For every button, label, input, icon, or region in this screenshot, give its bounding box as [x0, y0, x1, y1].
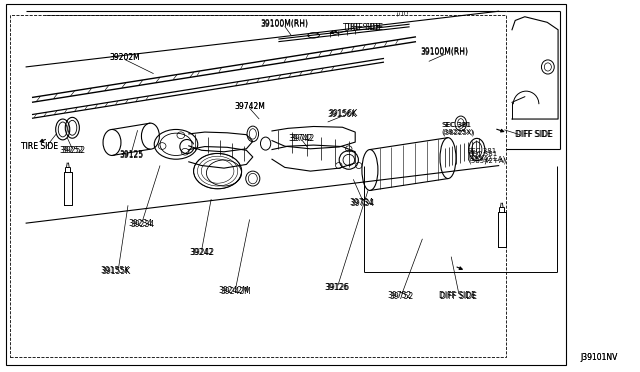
Text: J39101NV: J39101NV — [580, 353, 618, 362]
Text: 39100M(RH): 39100M(RH) — [261, 19, 309, 28]
Text: TIRE SIDE: TIRE SIDE — [21, 142, 58, 151]
Bar — [6, 4, 566, 365]
Text: DIFF SIDE: DIFF SIDE — [439, 291, 476, 300]
Text: 39155K: 39155K — [100, 266, 130, 275]
Text: 39202M: 39202M — [109, 53, 140, 62]
Text: 39100M(RH): 39100M(RH) — [261, 20, 309, 29]
Text: TIRE SIDE: TIRE SIDE — [346, 23, 383, 32]
Text: 39242: 39242 — [190, 248, 214, 257]
Text: 39242M: 39242M — [220, 287, 251, 296]
Text: 39126: 39126 — [326, 283, 350, 292]
Text: SEC.381
(38542+A): SEC.381 (38542+A) — [468, 151, 507, 164]
Text: 39234: 39234 — [131, 220, 155, 229]
Text: 39742M: 39742M — [234, 102, 265, 110]
Text: 39752: 39752 — [388, 291, 412, 300]
Text: 39252: 39252 — [61, 146, 86, 155]
Text: 39100M(RH): 39100M(RH) — [421, 48, 468, 57]
Text: TIRE SIDE: TIRE SIDE — [21, 142, 58, 151]
Text: 39125: 39125 — [119, 150, 143, 159]
Text: TIRE SIDE: TIRE SIDE — [343, 23, 380, 32]
Text: 39734: 39734 — [351, 199, 375, 208]
Text: 39202M: 39202M — [109, 53, 140, 62]
Text: 39234: 39234 — [129, 219, 153, 228]
Text: SEC.381
(38225X): SEC.381 (38225X) — [442, 122, 474, 135]
Text: 39752: 39752 — [390, 292, 414, 301]
Text: DIFF SIDE: DIFF SIDE — [516, 130, 553, 139]
Text: DIFF SIDE: DIFF SIDE — [440, 292, 477, 301]
Text: SEC.381
(38225X): SEC.381 (38225X) — [442, 122, 474, 136]
Text: 39125: 39125 — [119, 151, 143, 160]
Text: 39100M(RH): 39100M(RH) — [420, 47, 468, 56]
Text: DIFF SIDE: DIFF SIDE — [515, 130, 552, 139]
Bar — [10, 15, 506, 357]
Text: 39242M: 39242M — [218, 286, 249, 295]
Text: 39155K: 39155K — [102, 267, 131, 276]
Text: 39734: 39734 — [349, 198, 374, 207]
Text: 39126: 39126 — [324, 283, 348, 292]
Text: 39742M: 39742M — [234, 102, 265, 111]
Text: SEC.381
(38542+A): SEC.381 (38542+A) — [467, 148, 506, 162]
Text: 39742: 39742 — [289, 134, 313, 143]
Text: 39156K: 39156K — [328, 110, 357, 119]
Text: 39242: 39242 — [189, 248, 214, 257]
Text: 39252: 39252 — [60, 146, 84, 155]
Text: 39156K: 39156K — [328, 109, 358, 118]
Text: 39742: 39742 — [291, 134, 315, 143]
Text: J39101NV: J39101NV — [580, 353, 618, 362]
